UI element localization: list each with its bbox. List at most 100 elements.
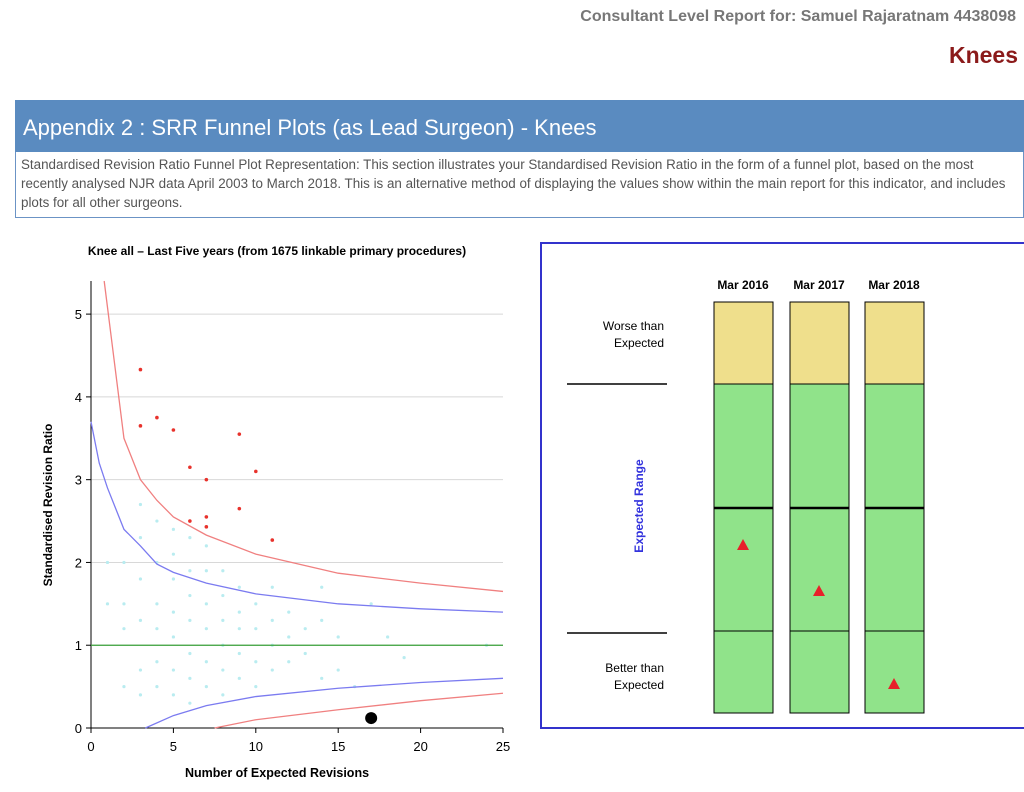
point: [171, 428, 176, 432]
y-tick-label: 1: [75, 638, 82, 653]
point: [122, 627, 126, 631]
point: [138, 502, 143, 507]
point: [336, 635, 340, 639]
point: [237, 651, 241, 656]
status-marker: [737, 539, 749, 550]
point: [237, 506, 242, 511]
point: [336, 668, 340, 672]
column-header: Mar 2016: [717, 278, 769, 292]
row-label: Better than Expected: [605, 661, 664, 692]
status-panel: Mar 2016 Mar 2017 Mar 2018 Worse than Ex…: [540, 242, 1024, 729]
point: [138, 693, 143, 697]
point: [270, 668, 274, 672]
y-tick-label: 2: [75, 555, 82, 570]
point: [171, 552, 175, 556]
column: [864, 301, 925, 714]
x-tick-label: 10: [249, 739, 263, 754]
point: [204, 660, 208, 664]
x-axis-label: Number of Expected Revisions: [185, 766, 369, 780]
point: [204, 569, 208, 573]
banner-title: Appendix 2 : SRR Funnel Plots (as Lead S…: [15, 100, 1024, 152]
point: [320, 676, 324, 680]
point: [138, 668, 143, 672]
point: [171, 610, 175, 614]
point: [287, 610, 291, 614]
y-tick-label: 5: [75, 307, 82, 322]
point: [237, 432, 242, 436]
point: [254, 685, 258, 689]
section-title: Knees: [948, 42, 1018, 68]
funnel-line: [214, 692, 504, 729]
point: [188, 569, 192, 573]
point: [303, 651, 307, 656]
point: [122, 685, 126, 689]
point: [204, 602, 208, 606]
point: [365, 712, 378, 725]
point: [155, 602, 159, 606]
column: [713, 301, 774, 714]
point: [221, 593, 225, 598]
point: [188, 651, 192, 656]
panel-border: [540, 242, 1024, 729]
point: [171, 668, 175, 672]
x-tick-label: 5: [170, 739, 177, 754]
point: [122, 602, 126, 606]
y-tick-label: 4: [75, 390, 82, 405]
banner-description: Standardised Revision Ratio Funnel Plot …: [15, 152, 1024, 218]
funnel-plot: Knee all – Last Five years (from 1675 li…: [41, 244, 510, 780]
row-label: Expected Range: [632, 459, 646, 553]
point: [221, 668, 225, 672]
y-tick-label: 3: [75, 473, 82, 488]
point: [188, 593, 192, 598]
point: [188, 676, 192, 680]
report-for: Consultant Level Report for: Samuel Raja…: [580, 8, 1016, 25]
point: [204, 515, 209, 519]
point: [270, 538, 275, 542]
point: [155, 415, 159, 420]
status-marker: [813, 585, 825, 596]
point: [237, 627, 241, 631]
funnel-line: [145, 677, 504, 729]
point: [188, 465, 192, 470]
point: [171, 693, 175, 697]
row-label-text: Better than Expected: [605, 661, 664, 692]
point: [105, 560, 110, 565]
point: [270, 585, 274, 589]
x-tick-label: 0: [87, 739, 94, 754]
y-tick-label: 0: [75, 721, 82, 736]
point: [105, 602, 110, 606]
row-label: Worse than Expected: [602, 319, 664, 350]
point: [287, 635, 291, 639]
x-tick-label: 25: [496, 739, 510, 754]
point: [188, 701, 192, 705]
point: [254, 660, 258, 664]
point: [254, 469, 258, 474]
column-header: Mar 2018: [868, 278, 920, 292]
point: [221, 693, 225, 697]
point: [204, 477, 209, 482]
point: [303, 627, 307, 631]
point: [369, 602, 373, 606]
point: [188, 519, 192, 523]
point: [254, 627, 258, 631]
point: [122, 560, 126, 565]
point: [138, 424, 143, 428]
point: [171, 527, 175, 531]
point: [138, 577, 143, 581]
point: [287, 660, 291, 664]
point: [254, 602, 258, 606]
point: [386, 635, 390, 639]
point: [155, 627, 159, 631]
point: [320, 585, 324, 589]
point: [402, 656, 406, 660]
row-label-text: Worse than Expected: [602, 319, 664, 350]
y-axis-label: Standardised Revision Ratio: [41, 424, 55, 587]
chart-title: Knee all – Last Five years (from 1675 li…: [88, 244, 466, 258]
point: [270, 618, 274, 622]
point: [204, 544, 208, 548]
point: [138, 618, 143, 622]
funnel-line: [103, 280, 504, 593]
status-columns: [713, 301, 925, 714]
funnel-line: [90, 421, 504, 613]
